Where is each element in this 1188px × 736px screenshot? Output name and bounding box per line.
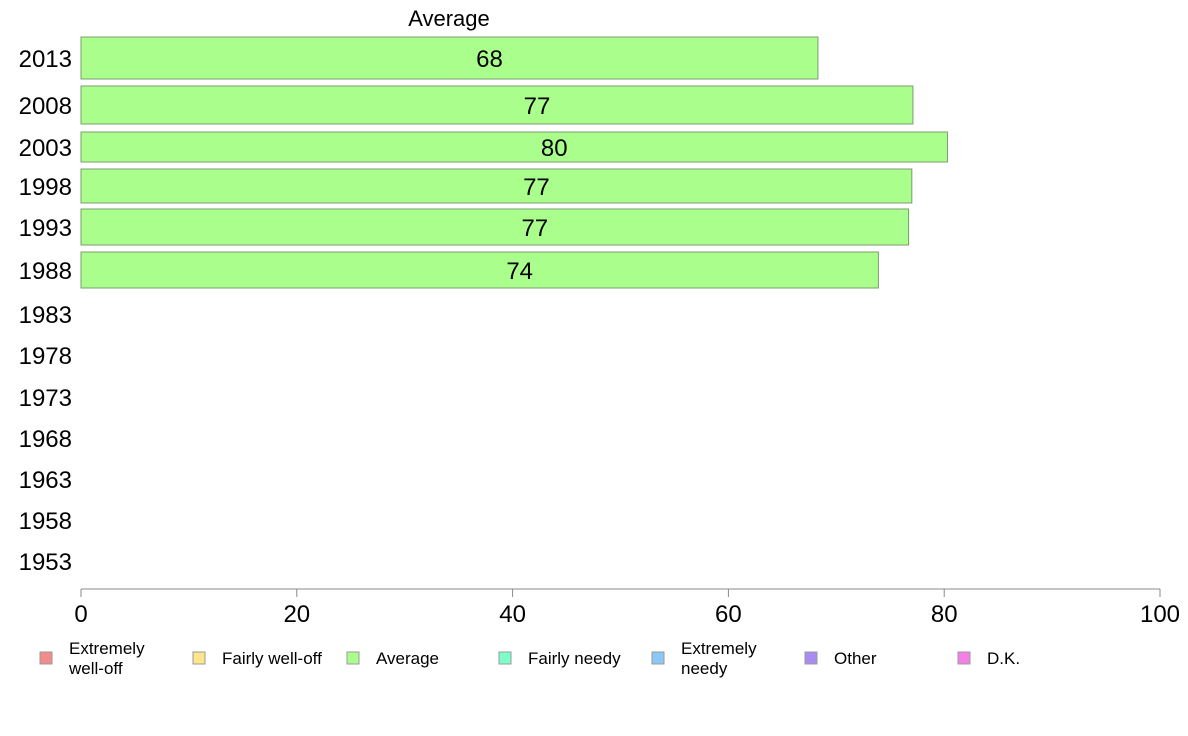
bar-data-label: 68 [476,46,503,73]
y-axis-labels: 2013 2008 2003 1998 1993 1988 1983 1978 1973 1968… [19,46,72,576]
y-tick-label: 1988 [19,258,72,285]
legend-label: well-off [68,659,123,678]
y-tick-label: 1953 [19,549,72,576]
x-tick-label: 80 [931,601,958,628]
bar-data-label: 77 [521,215,548,242]
legend-label: D.K. [987,649,1020,668]
y-tick-label: 1978 [19,343,72,370]
bar-data-label: 77 [523,174,550,201]
legend-label: Fairly well-off [222,649,322,668]
x-tick-label: 100 [1140,601,1180,628]
x-tick-label: 40 [499,601,526,628]
bar [80,85,914,125]
legend-swatch [192,651,206,665]
legend-label: Other [834,649,877,668]
legend-swatch [346,651,360,665]
bar [80,168,913,204]
bar [80,251,879,289]
legend-item: D.K. [957,649,1020,668]
legend-swatch [498,651,512,665]
legend-item: Average [346,649,439,668]
legend-item: Fairly needy [498,649,621,668]
y-tick-label: 2008 [19,93,72,120]
y-tick-label: 1963 [19,467,72,494]
y-tick-label: 1983 [19,302,72,329]
series-title: Average [408,6,490,31]
y-tick-label: 1993 [19,215,72,242]
legend-label: needy [681,659,728,678]
legend-item: Fairly well-off [192,649,322,668]
y-tick-label: 1958 [19,508,72,535]
legend-label: Average [376,649,439,668]
y-tick-label: 2013 [19,46,72,73]
bar [80,131,948,163]
y-tick-label: 1968 [19,426,72,453]
bar-data-label: 80 [541,135,568,162]
legend-swatch [804,651,818,665]
legend-label: Fairly needy [528,649,621,668]
legend-item: Other [804,649,877,668]
x-axis: 0 20 40 60 80 100 [74,588,1180,628]
legend-swatch [39,651,53,665]
bar-data-label: 74 [506,258,533,285]
bar [80,36,819,80]
x-tick-label: 20 [283,601,310,628]
bars-group: 68 77 80 77 77 74 [80,36,948,289]
bar [80,208,910,246]
y-tick-label: 2003 [19,135,72,162]
legend-label: Extremely [681,639,757,658]
x-tick-label: 60 [715,601,742,628]
bar-data-label: 77 [524,93,551,120]
y-tick-label: 1973 [19,385,72,412]
y-tick-label: 1998 [19,174,72,201]
legend-swatch [651,651,665,665]
legend-swatch [957,651,971,665]
legend-label: Extremely [69,639,145,658]
x-tick-label: 0 [74,601,87,628]
